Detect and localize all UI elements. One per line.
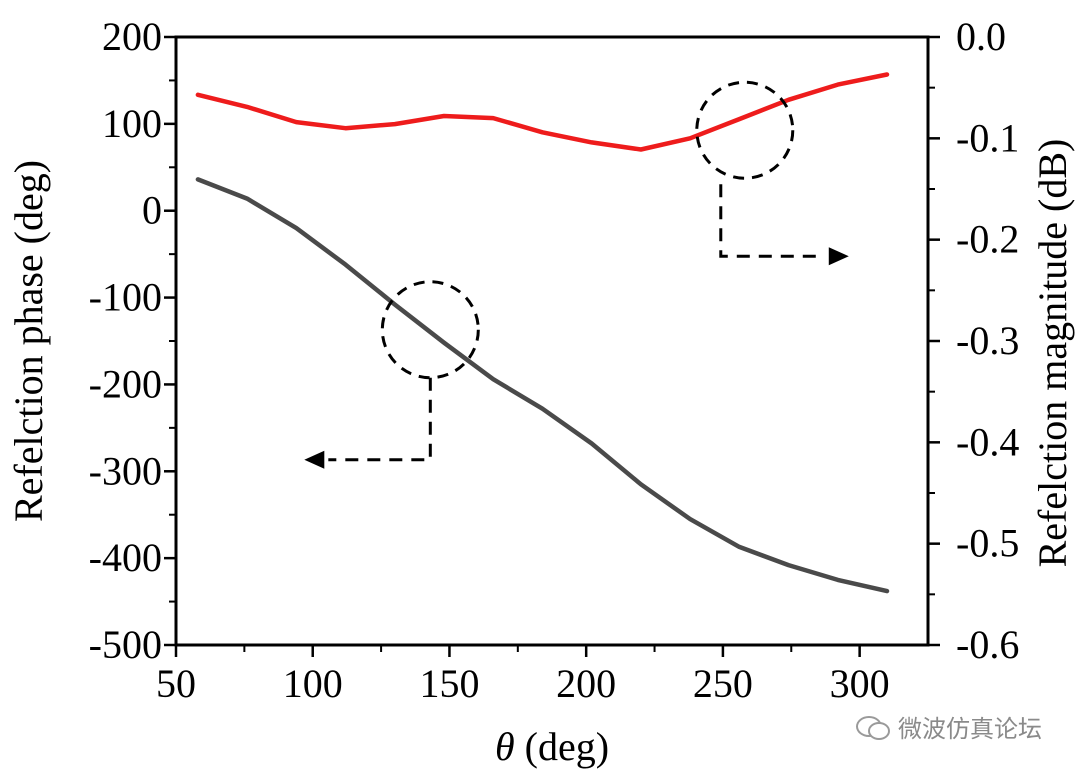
watermark: 微波仿真论坛: [856, 709, 1042, 744]
y-right-tick-label: -0.3: [956, 318, 1019, 363]
y-axis-right-title: Refelction magnitude (dB): [1030, 139, 1075, 568]
annotations: [304, 80, 849, 469]
y-left-tick-label: 0: [142, 188, 162, 233]
y-left-tick-label: -100: [89, 275, 162, 320]
series-lines: [195, 72, 890, 594]
annotation-arrow-2: [719, 184, 825, 258]
y-right-tick-label: -0.5: [956, 521, 1019, 566]
x-tick-label: 50: [156, 661, 196, 706]
series-line-2: [195, 72, 890, 152]
x-tick-label: 200: [556, 661, 616, 706]
y-right-tick-label: -0.2: [956, 217, 1019, 262]
y-left-tick-label: 200: [102, 14, 162, 59]
y-left-tick-label: -300: [89, 448, 162, 493]
series-line-1: [195, 177, 890, 594]
annotation-arrowhead-2: [828, 247, 849, 266]
y-left-tick-label: -200: [89, 361, 162, 406]
x-tick-label: 150: [419, 661, 479, 706]
wechat-icon: [856, 714, 890, 740]
x-tick-label: 250: [693, 661, 753, 706]
watermark-text: 微波仿真论坛: [898, 715, 1042, 743]
y-axis-left-title: Refelction phase (deg): [6, 160, 51, 522]
y-left-tick-label: -500: [89, 622, 162, 667]
x-tick-label: 100: [283, 661, 343, 706]
annotation-arrow-1: [328, 377, 432, 462]
plot-frame: [174, 35, 930, 647]
y-right-tick-label: 0.0: [956, 14, 1006, 59]
annotation-arrowhead-1: [304, 450, 325, 469]
y-right-tick-label: -0.1: [956, 115, 1019, 160]
y-left-tick-label: 100: [102, 101, 162, 146]
tick-marks: [164, 35, 940, 657]
tick-labels: 50 100 150 200 250 300 200 100 0 -100 -200 -300 -400…: [89, 14, 1020, 706]
y-left-tick-label: -400: [89, 535, 162, 580]
y-right-tick-label: -0.4: [956, 419, 1019, 464]
annotation-circle-2: [695, 80, 795, 180]
y-right-tick-label: -0.6: [956, 622, 1019, 667]
x-tick-label: 300: [830, 661, 890, 706]
annotation-circle-1: [380, 280, 480, 380]
x-axis-title: θ (deg): [495, 724, 609, 769]
